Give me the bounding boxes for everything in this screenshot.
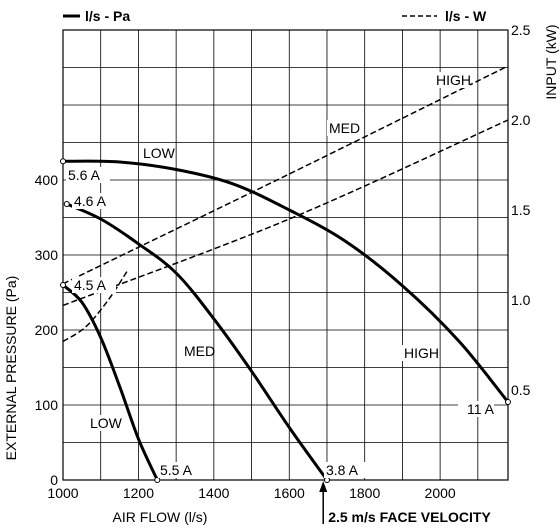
y2-tick-labels: 0.5 1.0 1.5 2.0 2.5 <box>511 22 531 398</box>
x-tick-label: 1200 <box>123 485 154 501</box>
curve-end-point <box>323 477 330 483</box>
med-input-label: MED <box>329 120 360 136</box>
high-input-label-bg <box>434 72 470 88</box>
low-end-label-bg <box>158 462 202 478</box>
med-end-label: 3.8 A <box>326 462 359 478</box>
med-end-label-bg <box>324 462 368 478</box>
x-tick-label: 1800 <box>349 485 380 501</box>
low-pressure-label-bg <box>88 415 116 431</box>
pressure-curve-low <box>61 283 159 481</box>
curve-end-point <box>505 399 511 405</box>
low-input-label-bg <box>141 145 169 161</box>
y2-tick-label: 2.5 <box>511 22 531 38</box>
high-pressure-label-bg <box>402 345 438 361</box>
y-tick-label: 200 <box>35 322 59 338</box>
pressure-curves <box>60 158 511 483</box>
grid <box>63 30 508 480</box>
med-pressure-label: MED <box>184 343 215 359</box>
curve-labels: 4.5 A 5.5 A LOW 4.6 A 3.8 A MED 5.6 A 11 A HIGH L… <box>66 72 495 478</box>
legend-solid-label: l/s - Pa <box>85 8 130 24</box>
med-start-label: 4.6 A <box>74 193 107 209</box>
input-curve-high <box>62 65 509 285</box>
pressure-curve-med <box>66 202 329 481</box>
input-curve-med <box>62 119 509 307</box>
y2-tick-label: 0.5 <box>511 382 531 398</box>
y-axis-title: EXTERNAL PRESSURE (Pa) <box>3 276 19 461</box>
high-pressure-label: HIGH <box>404 345 439 361</box>
curve-start-point <box>63 201 70 207</box>
x-tick-labels: 1000 1200 1400 1600 1800 2000 <box>47 485 455 501</box>
high-end-label-bg <box>458 401 494 417</box>
y2-tick-label: 1.5 <box>511 202 531 218</box>
curve-start-point <box>60 158 66 165</box>
low-end-label: 5.5 A <box>160 462 193 478</box>
plot-frame <box>62 29 509 481</box>
y-tick-label: 300 <box>35 247 59 263</box>
pressure-curve-high <box>62 159 510 403</box>
y-tick-label: 0 <box>50 472 58 488</box>
high-end-label: 11 A <box>467 401 495 417</box>
med-input-label-bg <box>327 120 355 136</box>
med-start-label-bg <box>72 193 116 209</box>
face-velocity-arrow-head <box>319 481 328 492</box>
x-tick-label: 1000 <box>47 485 78 501</box>
x-tick-label: 2000 <box>425 485 456 501</box>
low-start-label: 4.5 A <box>74 277 107 293</box>
y-tick-label: 100 <box>35 397 59 413</box>
high-input-label: HIGH <box>436 72 471 88</box>
input-curves <box>62 65 509 343</box>
face-velocity-label: 2.5 m/s FACE VELOCITY <box>328 509 491 525</box>
curve-start-point <box>60 282 66 288</box>
input-curve-low <box>62 270 128 343</box>
low-start-label-bg <box>72 277 116 293</box>
med-pressure-label-bg <box>182 343 210 359</box>
y-tick-labels: 0 100 200 300 400 <box>35 172 59 488</box>
x-tick-label: 1600 <box>274 485 305 501</box>
high-start-label-bg <box>66 167 110 183</box>
high-start-label: 5.6 A <box>68 167 101 183</box>
low-pressure-label: LOW <box>90 415 123 431</box>
x-axis-title: AIR FLOW (l/s) <box>113 509 208 525</box>
face-velocity-marker: 2.5 m/s FACE VELOCITY <box>319 481 491 525</box>
low-input-label: LOW <box>143 145 176 161</box>
y-tick-label: 400 <box>35 172 59 188</box>
y2-tick-label: 2.0 <box>511 112 531 128</box>
x-tick-label: 1400 <box>198 485 229 501</box>
legend-dashed-label: l/s - W <box>445 8 487 24</box>
curve-end-point <box>154 477 161 483</box>
y2-tick-label: 1.0 <box>511 292 531 308</box>
y2-axis-title: INPUT (kW) <box>543 24 559 99</box>
